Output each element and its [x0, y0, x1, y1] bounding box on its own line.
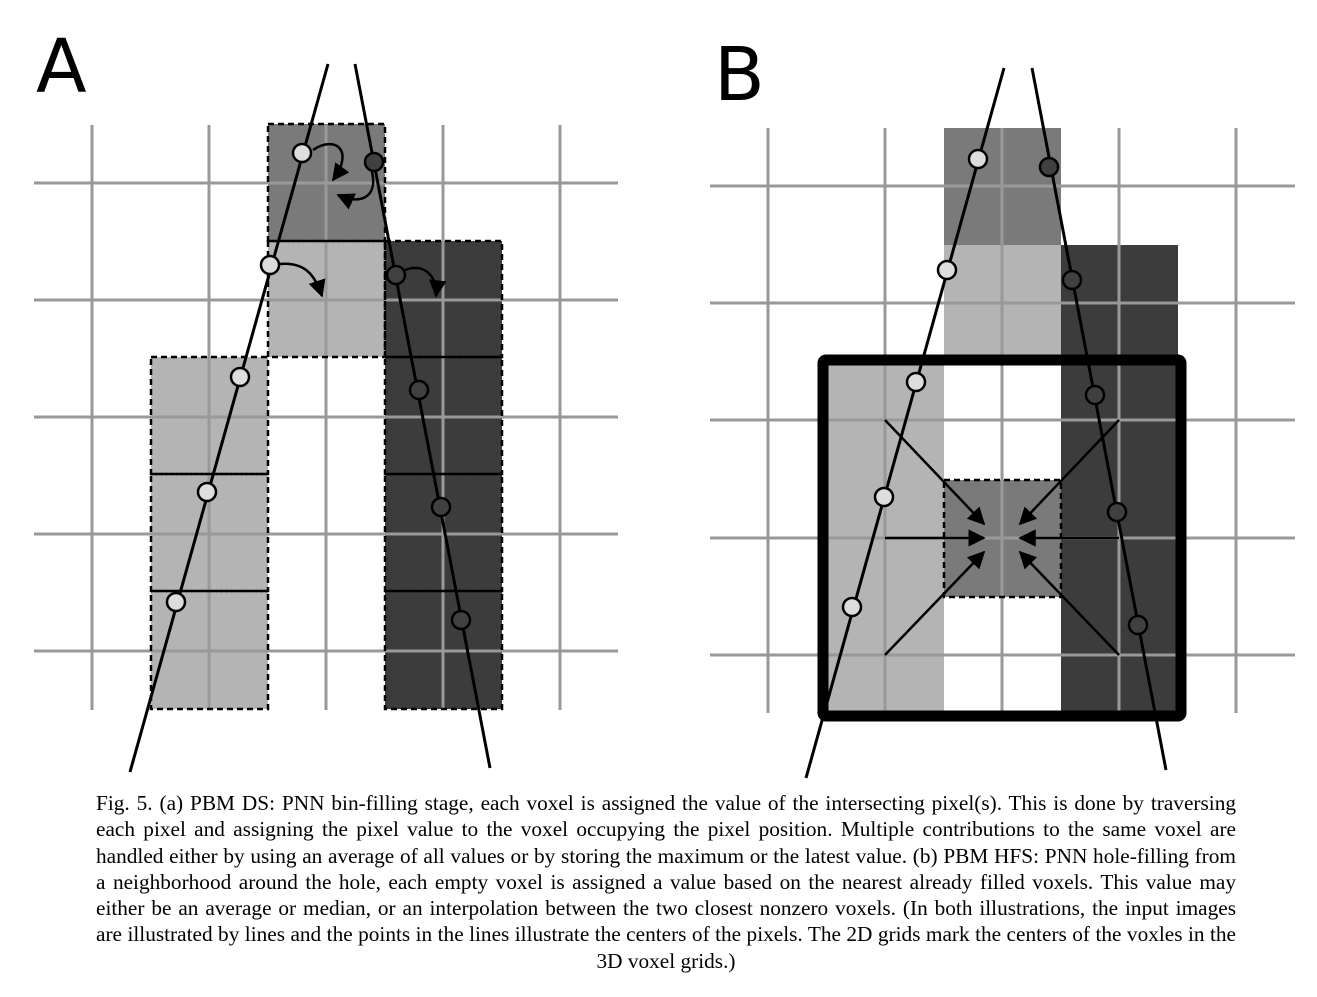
arrow-icon — [884, 550, 986, 656]
pixel-center-icon — [165, 591, 187, 613]
neighborhood-box — [817, 354, 1187, 722]
pixel-center-icon — [905, 371, 927, 393]
panel-a-image-lines — [128, 63, 492, 773]
image-line-right — [353, 63, 492, 769]
pixel-center-icon — [1061, 269, 1083, 291]
figure-svg — [34, 63, 1295, 779]
arrow-icon — [279, 262, 326, 298]
pixel-center-icon — [196, 481, 218, 503]
pixel-center-icon — [259, 254, 281, 276]
panel-a-voxel-outlines — [149, 122, 504, 711]
pixel-center-icon — [229, 366, 251, 388]
panel-b-grid — [710, 128, 1295, 713]
image-line-left — [804, 67, 1006, 779]
panel-a-arrows — [279, 142, 447, 298]
pixel-center-icon — [1038, 156, 1060, 178]
figure: A B — [34, 24, 1295, 779]
pixel-center-icon — [291, 142, 313, 164]
panel-a — [34, 63, 618, 773]
pixel-center-icon — [1106, 501, 1128, 523]
panel-b-label: B — [714, 32, 765, 118]
pixel-center-icon — [873, 486, 895, 508]
pixel-center-icon — [1127, 614, 1149, 636]
panel-b — [710, 67, 1295, 779]
pixel-center-icon — [1084, 384, 1106, 406]
pixel-center-icon — [408, 379, 430, 401]
pixel-center-icon — [430, 496, 452, 518]
panel-a-grid — [34, 125, 618, 710]
panel-a-label: A — [36, 24, 87, 110]
pixel-center-icon — [841, 596, 863, 618]
panel-b-image-lines — [804, 67, 1168, 779]
panel-b-pixels — [841, 148, 1149, 636]
image-line-right — [1030, 67, 1168, 771]
pixel-center-icon — [385, 264, 407, 286]
arrow-icon — [312, 142, 350, 182]
figure-caption: Fig. 5. (a) PBM DS: PNN bin-filling stag… — [96, 791, 1236, 973]
pixel-center-icon — [936, 259, 958, 281]
pixel-center-icon — [967, 148, 989, 170]
arrow-icon — [404, 266, 447, 298]
pixel-center-icon — [363, 151, 385, 173]
image-line-left — [128, 63, 330, 773]
pixel-center-icon — [450, 609, 472, 631]
arrow-icon — [1018, 550, 1120, 656]
panel-a-pixels — [165, 142, 472, 631]
arrow-icon — [336, 171, 375, 210]
